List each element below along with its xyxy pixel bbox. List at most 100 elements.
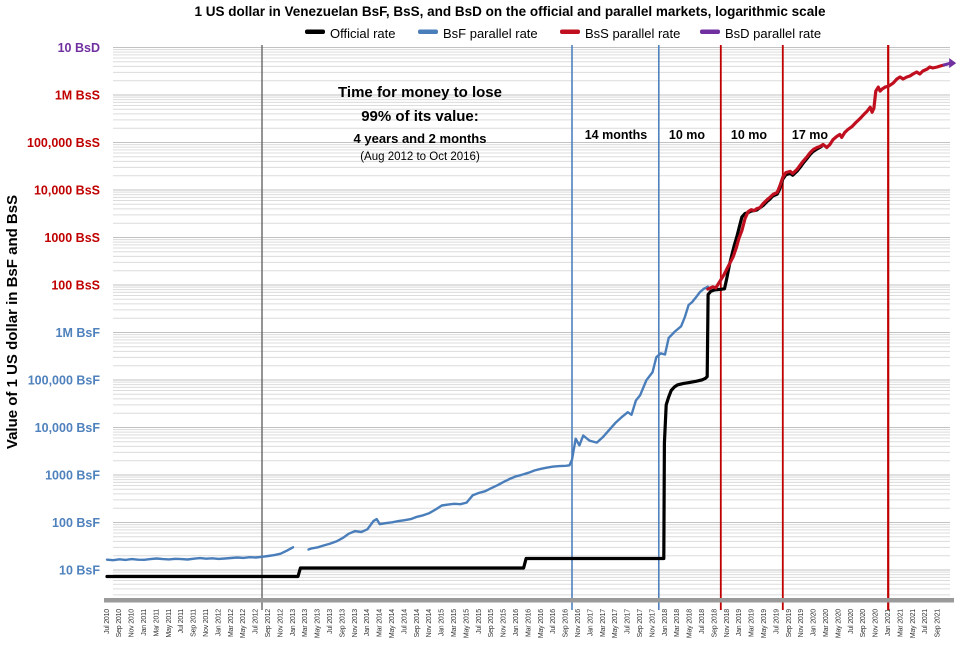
- y-tick-label-100bsf: 100 BsF: [52, 516, 100, 530]
- y-axis-title: Value of 1 US dollar in BsF and BsS: [4, 195, 21, 449]
- x-tick-label: Nov 2020: [873, 609, 880, 638]
- y-tick-label-10000bsf: 10,000 BsF: [35, 421, 101, 435]
- x-tick-label: Nov 2019: [798, 609, 805, 638]
- x-tick-label: May 2019: [761, 609, 768, 638]
- x-tick-label: Jan 2011: [141, 609, 148, 636]
- x-tick-label: Nov 2014: [426, 609, 433, 638]
- y-tick-label-1000bsf: 1000 BsF: [45, 469, 100, 483]
- duration-span-label-1: 10 mo: [669, 128, 705, 142]
- duration-span-label-2: 10 mo: [731, 128, 767, 142]
- x-tick-label: Jul 2018: [699, 609, 706, 634]
- legend-label-4: BsD parallel rate: [725, 26, 821, 41]
- x-tick-label: Jul 2010: [104, 609, 111, 634]
- legend-swatch-3: [560, 29, 580, 34]
- legend-label-1: Official rate: [330, 26, 396, 41]
- x-tick-label: Mar 2020: [823, 609, 830, 637]
- x-tick-label: Jan 2018: [662, 609, 669, 637]
- y-tick-label-1mbss: 1M BsS: [55, 89, 100, 103]
- x-tick-label: May 2016: [538, 609, 545, 638]
- legend-label-2: BsF parallel rate: [443, 26, 538, 41]
- x-tick-label: May 2021: [910, 609, 917, 638]
- chart-title: 1 US dollar in Venezuelan BsF, BsS, and …: [195, 4, 826, 19]
- duration-span-label-0: 14 months: [585, 128, 648, 142]
- x-tick-label: Mar 2015: [451, 609, 458, 637]
- x-tick-label: Nov 2010: [129, 609, 136, 638]
- x-tick-label: Jan 2019: [736, 609, 743, 637]
- x-tick-label: Jan 2021: [885, 609, 892, 637]
- x-tick-label: May 2018: [687, 609, 694, 638]
- y-axis-labels-layer: 10 BsD 1M BsS 100,000 BsS 10,000 BsS 1000 Bs…: [27, 41, 100, 578]
- x-tick-label: Sep 2021: [935, 609, 942, 638]
- x-tick-label: May 2015: [463, 609, 470, 638]
- x-tick-label: Jul 2015: [476, 609, 483, 634]
- x-tick-label: Sep 2016: [563, 609, 570, 638]
- x-tick-label: Mar 2011: [153, 609, 160, 637]
- x-tick-label: Jan 2015: [439, 609, 446, 637]
- x-tick-label: May 2012: [240, 609, 247, 638]
- annotation-block: Time for money to lose 99% of its value:…: [338, 84, 502, 163]
- x-tick-label: Sep 2018: [711, 609, 718, 638]
- series-bsf-parallel-rate: [307, 285, 709, 551]
- annotation-line-1: Time for money to lose: [338, 84, 502, 101]
- x-tick-label: Sep 2020: [860, 609, 867, 638]
- y-tick-label-1mbsf: 1M BsF: [56, 326, 101, 340]
- y-tick-label-100bss: 100 BsS: [51, 279, 100, 293]
- x-tick-label: May 2017: [612, 609, 619, 638]
- y-tick-label-10bsf: 10 BsF: [59, 564, 100, 578]
- x-tick-label: Jul 2017: [625, 609, 632, 634]
- x-tick-label: Sep 2015: [488, 609, 495, 638]
- series-layer: [105, 58, 957, 579]
- x-tick-label: Sep 2012: [265, 609, 272, 638]
- series-bss-parallel-rate: [706, 63, 946, 291]
- legend-swatch-1: [305, 29, 325, 34]
- x-tick-label: Nov 2016: [575, 609, 582, 638]
- x-tick-label: Sep 2019: [786, 609, 793, 638]
- y-tick-label-10000bss: 10,000 BsS: [34, 184, 100, 198]
- x-tick-label: Sep 2013: [339, 609, 346, 638]
- y-tick-label-10bsd: 10 BsD: [58, 41, 100, 55]
- x-tick-label: Mar 2018: [674, 609, 681, 637]
- x-tick-label: Jul 2020: [848, 609, 855, 634]
- x-tick-label: Mar 2021: [897, 609, 904, 637]
- x-tick-label: Sep 2014: [414, 609, 421, 638]
- x-tick-label: Jan 2020: [811, 609, 818, 637]
- annotation-line-3: 4 years and 2 months: [354, 131, 487, 146]
- legend-swatch-4: [700, 29, 720, 34]
- series-bsf-parallel-rate: [105, 546, 295, 562]
- annotation-line-4: (Aug 2012 to Oct 2016): [360, 151, 480, 163]
- x-axis-bar: [104, 598, 954, 603]
- x-tick-label: Sep 2011: [191, 609, 198, 637]
- legend: Official rate BsF parallel rate BsS parall…: [305, 26, 821, 41]
- x-tick-label: Jul 2013: [327, 609, 334, 634]
- x-tick-label: Jul 2016: [550, 609, 557, 634]
- x-tick-label: Jan 2017: [587, 609, 594, 637]
- series-official-rate: [105, 145, 823, 579]
- reference-lines-layer: [261, 45, 890, 610]
- x-tick-label: Mar 2014: [377, 609, 384, 637]
- legend-swatch-2: [418, 29, 438, 34]
- x-tick-label: Nov 2012: [277, 609, 284, 638]
- x-tick-label: Jan 2012: [215, 609, 222, 637]
- x-tick-label: Jan 2013: [290, 609, 297, 637]
- y-tick-label-100000bsf: 100,000 BsF: [28, 374, 101, 388]
- x-tick-label: Nov 2017: [649, 609, 656, 638]
- x-tick-label: Mar 2017: [600, 609, 607, 637]
- duration-span-label-3: 17 mo: [792, 128, 828, 142]
- gridlines-layer: [113, 46, 950, 596]
- x-tick-label: Jul 2012: [253, 609, 260, 634]
- x-tick-label: May 2011: [166, 609, 173, 638]
- x-tick-label: Mar 2013: [302, 609, 309, 637]
- x-tick-label: Mar 2012: [228, 609, 235, 637]
- y-tick-label-100000bss: 100,000 BsS: [27, 136, 100, 150]
- x-tick-label: Jul 2014: [401, 609, 408, 634]
- x-tick-label: May 2014: [389, 609, 396, 638]
- x-axis-labels-layer: Jul 2010 Sep 2010 Nov 2010 Jan 2011 Mar 2011…: [104, 609, 942, 638]
- x-tick-label: Mar 2016: [525, 609, 532, 637]
- x-tick-label: Jul 2021: [922, 609, 929, 634]
- x-tick-label: Mar 2019: [749, 609, 756, 637]
- x-tick-label: Sep 2017: [637, 609, 644, 638]
- y-tick-label-1000bss: 1000 BsS: [44, 231, 100, 245]
- bsd-end-arrow-marker: [949, 58, 957, 69]
